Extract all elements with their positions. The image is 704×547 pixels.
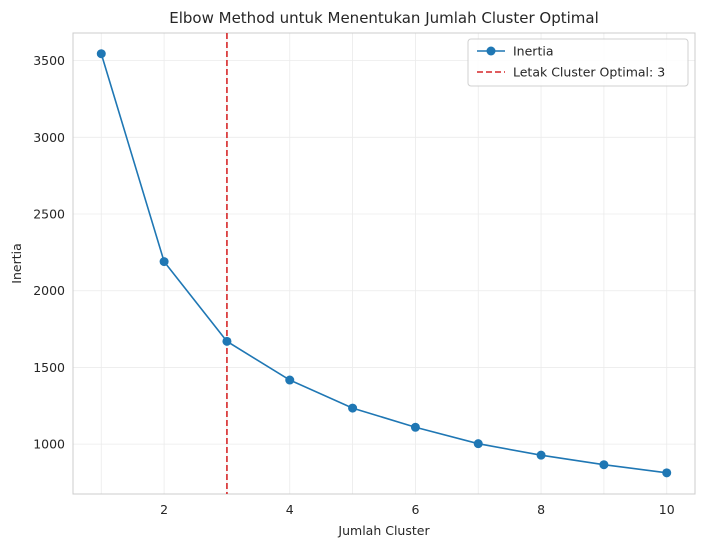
inertia-point	[473, 439, 483, 449]
inertia-point	[222, 336, 232, 346]
inertia-point	[348, 403, 358, 413]
y-tick-label: 2000	[33, 283, 65, 298]
y-tick-label: 1000	[33, 437, 65, 452]
inertia-line	[100, 53, 667, 474]
x-tick-label: 4	[286, 502, 294, 517]
inertia-point	[599, 460, 609, 470]
y-tick-label: 3000	[33, 130, 65, 145]
legend-box	[467, 38, 689, 87]
y-tick-label: 2500	[33, 207, 65, 222]
x-tick-label: 10	[659, 502, 675, 517]
x-axis-label: Jumlah Cluster	[337, 523, 430, 538]
x-tick-label: 6	[411, 502, 419, 517]
y-tick-label: 1500	[33, 360, 65, 375]
x-axis-ticks: 2 4 6 8 10	[160, 502, 675, 517]
y-tick-label: 3500	[33, 53, 65, 68]
inertia-point	[285, 375, 295, 385]
grid-lines	[73, 33, 695, 494]
x-tick-label: 2	[160, 502, 168, 517]
y-axis-ticks: 1000 1500 2000 2500 3000 3500	[33, 53, 65, 452]
inertia-point	[410, 422, 420, 432]
y-axis-label: Inertia	[9, 243, 24, 283]
inertia-point	[96, 49, 106, 59]
inertia-point	[662, 468, 672, 478]
legend: Inertia Letak Cluster Optimal: 3	[467, 38, 689, 87]
legend-optimal-label: Letak Cluster Optimal: 3	[513, 65, 665, 80]
x-tick-label: 8	[537, 502, 545, 517]
legend-inertia-marker	[486, 46, 496, 56]
legend-inertia-label: Inertia	[513, 44, 553, 59]
series-layer	[96, 49, 672, 478]
inertia-point	[536, 450, 546, 460]
inertia-point	[159, 257, 169, 267]
plot-frame	[72, 32, 696, 495]
chart-title: Elbow Method untuk Menentukan Jumlah Clu…	[169, 9, 599, 27]
